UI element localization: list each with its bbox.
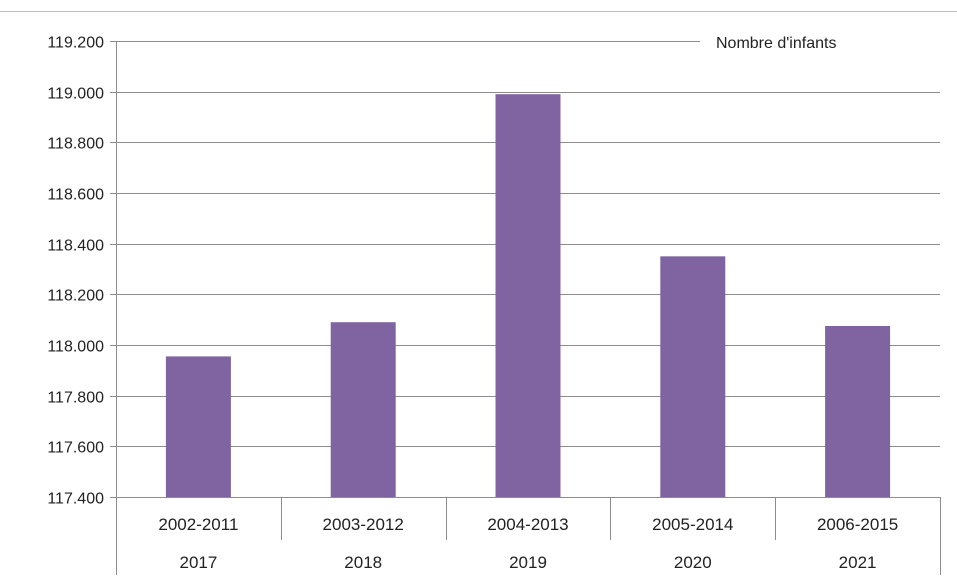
y-tick-labels: 117.400 117.600 117.800 118.000 118.200 118.4… bbox=[47, 35, 104, 508]
y-tick-label: 118.400 bbox=[47, 238, 104, 255]
y-tick-label: 118.600 bbox=[47, 187, 104, 204]
y-tick-label: 118.000 bbox=[47, 339, 104, 356]
x-category-year-label: 2018 bbox=[344, 553, 382, 572]
bars bbox=[165, 94, 891, 497]
x-category-range-label: 2004-2013 bbox=[487, 515, 568, 534]
y-tick-label: 118.200 bbox=[47, 288, 104, 305]
x-category-year-label: 2019 bbox=[509, 553, 547, 572]
y-tick-label: 119.000 bbox=[47, 86, 104, 103]
bar bbox=[495, 94, 561, 497]
x-category-labels: 2002-2011 2017 2003-2012 2018 2004-2013 2019 2… bbox=[158, 515, 898, 572]
x-category-year-label: 2021 bbox=[839, 553, 877, 572]
legend-label: Nombre d'infants bbox=[716, 35, 836, 52]
axes bbox=[110, 41, 941, 575]
bar bbox=[330, 322, 396, 497]
bar bbox=[660, 256, 726, 497]
x-category-year-label: 2020 bbox=[674, 553, 712, 572]
x-category-range-label: 2006-2015 bbox=[817, 515, 898, 534]
bar bbox=[165, 356, 231, 497]
x-category-range-label: 2003-2012 bbox=[323, 515, 404, 534]
x-category-range-label: 2005-2014 bbox=[652, 515, 733, 534]
x-category-range-label: 2002-2011 bbox=[158, 515, 238, 534]
y-tick-label: 119.200 bbox=[47, 35, 104, 52]
y-tick-label: 118.800 bbox=[47, 136, 104, 153]
legend: Nombre d'infants bbox=[716, 35, 836, 52]
y-tick-label: 117.400 bbox=[47, 491, 104, 508]
y-tick-label: 117.800 bbox=[47, 390, 104, 407]
x-category-year-label: 2017 bbox=[179, 553, 217, 572]
y-tick-label: 117.600 bbox=[47, 440, 104, 457]
bar bbox=[825, 326, 891, 497]
